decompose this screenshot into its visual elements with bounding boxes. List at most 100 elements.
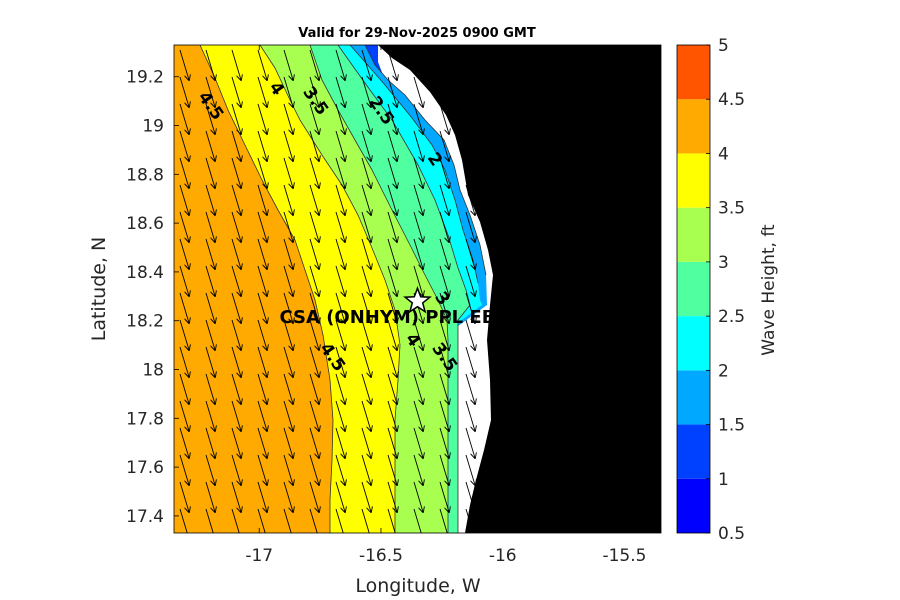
wave-arrow [309, 400, 319, 431]
wave-arrow [309, 103, 319, 134]
colorbar-tick-label: 3.5 [718, 199, 745, 219]
wave-arrow [309, 481, 319, 512]
wave-arrow [179, 292, 189, 323]
wave-arrow [179, 238, 189, 269]
wave-arrow [231, 76, 241, 107]
x-axis: -17 -16.5 -16 -15.5 [245, 45, 646, 566]
wave-arrow [465, 211, 475, 242]
wave-arrow [179, 265, 189, 296]
wave-arrow [283, 265, 293, 296]
colorbar-tick-label: 2.5 [718, 307, 745, 327]
wave-arrow [439, 103, 449, 134]
wave-arrow [465, 184, 475, 215]
wave-arrow [309, 454, 319, 485]
wave-arrow [205, 373, 215, 404]
wave-arrow [491, 346, 501, 377]
wave-arrow [283, 211, 293, 242]
wave-arrow [465, 157, 475, 188]
wave-arrow [205, 238, 215, 269]
wave-arrow [361, 49, 371, 80]
contour-line-2 [364, 45, 487, 276]
wave-arrow [387, 508, 397, 533]
wave-arrow [361, 346, 371, 377]
wave-arrow [387, 130, 397, 161]
wave-arrow [283, 292, 293, 323]
wave-arrow [179, 508, 189, 533]
wave-arrow [179, 346, 189, 377]
wave-arrow [361, 265, 371, 296]
colorbar-segment [677, 478, 710, 533]
colorbar-tick-label: 1.5 [718, 416, 745, 436]
colorbar: 0.5 1 1.5 2 2.5 3 3.5 4 4.5 5 [676, 36, 745, 544]
wave-arrow [361, 319, 371, 350]
wave-arrow [257, 49, 267, 80]
wave-arrow [205, 49, 215, 80]
wave-arrow [491, 481, 501, 512]
x-tick-label: -16 [489, 546, 517, 566]
wave-arrow [283, 427, 293, 458]
wave-arrow [231, 427, 241, 458]
wave-arrow [413, 157, 423, 188]
wave-arrow [283, 157, 293, 188]
wave-arrow [179, 157, 189, 188]
wave-arrow [439, 49, 449, 80]
wave-arrow [361, 454, 371, 485]
wave-arrow [413, 76, 423, 107]
wave-arrow [465, 373, 475, 404]
wave-arrow [413, 427, 423, 458]
colorbar-segment [677, 261, 710, 317]
wave-arrow [361, 427, 371, 458]
y-tick-label: 18.4 [126, 263, 164, 283]
wave-arrow [309, 265, 319, 296]
wave-arrow [335, 319, 345, 350]
wave-arrow [439, 346, 449, 377]
wave-arrow [283, 454, 293, 485]
wave-arrow [465, 508, 475, 533]
wave-arrow [283, 508, 293, 533]
wave-arrow [361, 238, 371, 269]
wave-arrow [387, 319, 397, 350]
wave-arrow [205, 76, 215, 107]
wave-arrow [465, 103, 475, 134]
y-tick-label: 18.2 [126, 312, 164, 332]
wave-arrow [465, 76, 475, 107]
wave-arrow [257, 184, 267, 215]
wave-arrow [309, 508, 319, 533]
wave-arrow [439, 481, 449, 512]
wave-arrow [361, 76, 371, 107]
wave-arrow [231, 454, 241, 485]
wave-arrow [205, 319, 215, 350]
y-tick-label: 18 [142, 361, 164, 381]
wave-arrow [413, 481, 423, 512]
wave-arrow [205, 454, 215, 485]
wave-arrow [179, 130, 189, 161]
colorbar-segment [677, 99, 710, 154]
wave-arrow [387, 346, 397, 377]
x-tick-label: -17 [245, 546, 273, 566]
wave-arrow [361, 130, 371, 161]
map-plot-area [174, 45, 661, 533]
colorbar-frame [676, 44, 711, 534]
wave-arrow [231, 373, 241, 404]
wave-arrow [439, 238, 449, 269]
wave-arrow [179, 400, 189, 431]
wave-arrow [335, 265, 345, 296]
wave-arrow [491, 427, 501, 458]
wave-arrow [335, 157, 345, 188]
wave-arrow [205, 184, 215, 215]
wave-arrow [439, 373, 449, 404]
wave-arrow [231, 508, 241, 533]
colorbar-tick-label: 4.5 [718, 90, 745, 110]
wave-arrow [309, 346, 319, 377]
colorbar-tick-label: 5 [718, 36, 729, 56]
wave-arrow [257, 427, 267, 458]
wave-arrow [283, 103, 293, 134]
colorbar-segment [677, 207, 710, 262]
wave-arrow [335, 49, 345, 80]
wave-direction-arrows [179, 49, 501, 533]
wave-arrow [387, 265, 397, 296]
wave-arrow [179, 76, 189, 107]
wave-arrow [257, 238, 267, 269]
wave-arrow [491, 103, 501, 134]
